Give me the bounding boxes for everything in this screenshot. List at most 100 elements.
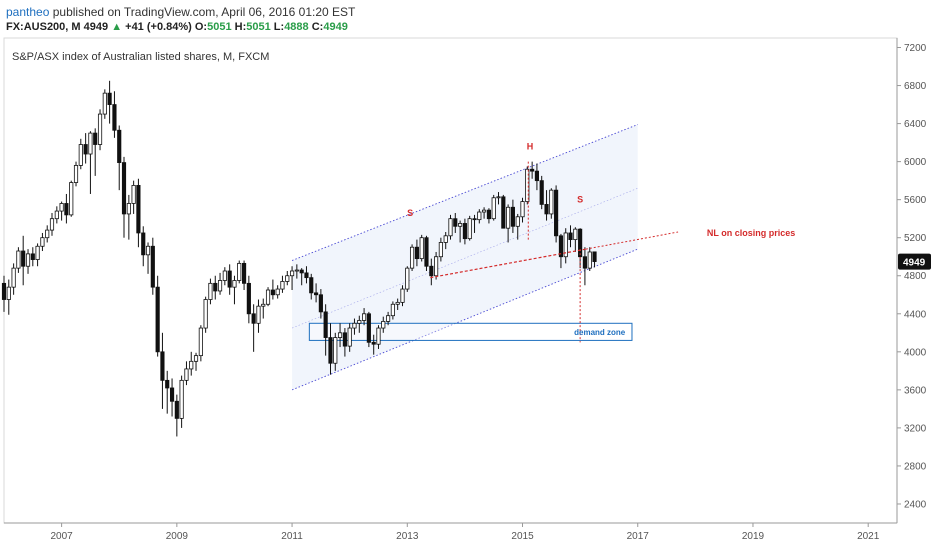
candle-body[interactable] xyxy=(587,251,592,269)
candle-body[interactable] xyxy=(357,320,362,324)
candle-body[interactable] xyxy=(333,337,338,364)
candle-body[interactable] xyxy=(323,311,328,338)
candle-body[interactable] xyxy=(232,280,237,288)
candle-body[interactable] xyxy=(342,332,347,347)
candle-body[interactable] xyxy=(371,341,376,345)
candle-body[interactable] xyxy=(362,313,367,321)
candle-body[interactable] xyxy=(304,272,309,279)
candle-body[interactable] xyxy=(117,129,122,163)
candle-body[interactable] xyxy=(294,269,299,272)
candle-body[interactable] xyxy=(121,162,127,215)
candle-body[interactable] xyxy=(69,182,74,216)
candle-body[interactable] xyxy=(573,228,578,241)
candle-body[interactable] xyxy=(145,245,151,256)
candle-body[interactable] xyxy=(381,320,386,329)
candle-body[interactable] xyxy=(222,270,227,281)
candle-body[interactable] xyxy=(241,262,247,284)
candle-body[interactable] xyxy=(285,275,290,282)
candle-body[interactable] xyxy=(352,322,357,329)
candle-body[interactable] xyxy=(11,267,16,288)
candle-body[interactable] xyxy=(169,387,175,402)
candle-body[interactable] xyxy=(174,400,179,419)
candle-body[interactable] xyxy=(501,196,506,229)
candle-body[interactable] xyxy=(54,210,59,220)
candle-body[interactable] xyxy=(347,327,352,347)
candle-body[interactable] xyxy=(520,201,525,218)
candle-body[interactable] xyxy=(438,242,443,258)
candle-body[interactable] xyxy=(496,196,501,199)
candle-body[interactable] xyxy=(414,246,419,260)
candle-body[interactable] xyxy=(280,281,285,290)
candle-body[interactable] xyxy=(328,337,333,364)
candle-body[interactable] xyxy=(458,223,463,227)
candle-body[interactable] xyxy=(558,235,564,258)
candle-body[interactable] xyxy=(25,253,31,267)
candle-body[interactable] xyxy=(515,216,520,227)
candle-body[interactable] xyxy=(107,92,112,105)
candle-body[interactable] xyxy=(477,211,482,221)
candle-body[interactable] xyxy=(102,92,107,115)
candle-body[interactable] xyxy=(405,267,410,290)
candle-body[interactable] xyxy=(275,288,280,296)
candle-body[interactable] xyxy=(299,269,304,274)
candle-body[interactable] xyxy=(544,204,549,215)
candle-body[interactable] xyxy=(49,218,55,231)
candle-body[interactable] xyxy=(386,315,391,322)
candle-body[interactable] xyxy=(203,299,208,329)
candle-body[interactable] xyxy=(525,168,530,202)
candle-body[interactable] xyxy=(30,253,35,260)
candle-body[interactable] xyxy=(539,180,544,205)
candle-body[interactable] xyxy=(78,144,83,166)
candle-body[interactable] xyxy=(554,189,559,237)
candle-body[interactable] xyxy=(314,292,319,296)
candle-body[interactable] xyxy=(563,232,568,258)
candle-body[interactable] xyxy=(237,262,242,281)
candle-body[interactable] xyxy=(429,265,434,277)
candle-body[interactable] xyxy=(582,256,587,269)
candle-body[interactable] xyxy=(6,286,11,300)
candle-body[interactable] xyxy=(289,270,295,277)
candle-body[interactable] xyxy=(189,360,194,370)
candle-body[interactable] xyxy=(83,144,88,155)
candle-body[interactable] xyxy=(184,368,189,381)
candle-body[interactable] xyxy=(150,245,155,288)
candle-body[interactable] xyxy=(400,288,405,303)
candle-body[interactable] xyxy=(217,280,223,292)
candle-body[interactable] xyxy=(59,203,64,212)
candle-body[interactable] xyxy=(390,303,395,317)
candle-body[interactable] xyxy=(424,237,429,267)
candle-body[interactable] xyxy=(198,327,203,357)
candle-body[interactable] xyxy=(549,189,554,215)
candle-body[interactable] xyxy=(73,165,79,183)
candle-body[interactable] xyxy=(93,132,98,145)
candle-body[interactable] xyxy=(16,250,21,269)
candle-body[interactable] xyxy=(213,282,218,292)
candle-body[interactable] xyxy=(165,379,170,389)
candle-body[interactable] xyxy=(141,232,146,256)
candle-body[interactable] xyxy=(112,104,117,131)
candle-body[interactable] xyxy=(443,235,448,243)
candle-body[interactable] xyxy=(261,303,266,307)
candle-body[interactable] xyxy=(97,113,103,145)
candle-body[interactable] xyxy=(448,218,453,237)
candle-body[interactable] xyxy=(126,203,131,215)
candle-body[interactable] xyxy=(193,355,199,362)
candle-body[interactable] xyxy=(434,256,439,277)
candle-body[interactable] xyxy=(40,237,45,247)
candle-body[interactable] xyxy=(395,301,400,305)
candle-body[interactable] xyxy=(366,313,371,343)
candle-body[interactable] xyxy=(530,168,535,172)
candle-body[interactable] xyxy=(227,270,232,288)
candle-body[interactable] xyxy=(337,332,343,338)
candle-body[interactable] xyxy=(45,229,50,239)
candle-body[interactable] xyxy=(506,206,511,229)
candle-body[interactable] xyxy=(486,209,492,220)
candle-body[interactable] xyxy=(376,327,381,345)
candle-body[interactable] xyxy=(179,379,184,419)
author-link[interactable]: pantheo xyxy=(6,5,50,19)
candle-body[interactable] xyxy=(510,206,515,227)
candle-body[interactable] xyxy=(578,228,583,258)
candle-body[interactable] xyxy=(88,132,93,155)
candle-body[interactable] xyxy=(491,197,496,220)
